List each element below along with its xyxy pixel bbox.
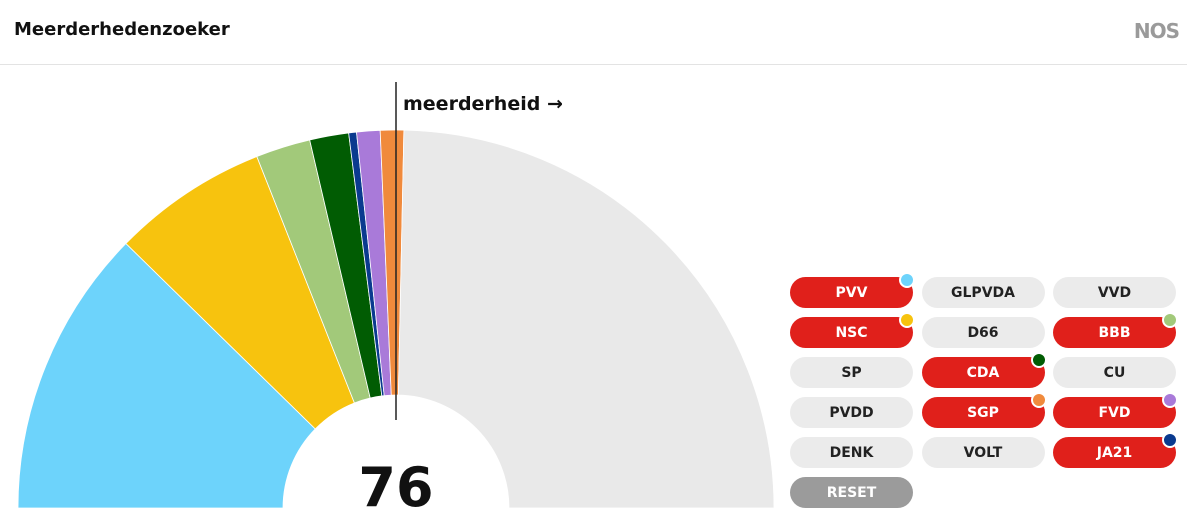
party-button[interactable]: CDA [921,352,1047,388]
party-button[interactable]: DENK [790,437,913,468]
party-button[interactable]: VOLT [921,437,1045,468]
party-button[interactable]: NSC [790,312,915,348]
party-dot [1162,312,1178,328]
majority-label: meerderheid → [403,93,563,115]
party-button[interactable]: BBB [1053,312,1178,348]
party-dot [1162,392,1178,408]
party-dot [899,272,915,288]
party-button[interactable]: SGP [921,392,1047,428]
party-button[interactable]: JA21 [1053,432,1178,468]
party-button[interactable]: CU [1053,357,1176,388]
party-dot [1030,352,1047,368]
party-dot [1030,392,1047,408]
header: Meerderhedenzoeker NOS [0,0,1187,65]
seat-segment [397,129,775,509]
party-button[interactable]: SP [790,357,913,388]
party-button[interactable]: GLPVDA [921,277,1045,308]
party-button[interactable]: VVD [1053,277,1176,308]
party-button[interactable]: D66 [921,317,1045,348]
logo: NOS [1133,19,1180,43]
party-button[interactable]: PVDD [790,397,913,428]
party-button[interactable]: PVV [790,272,915,308]
reset-button[interactable]: RESET [790,477,913,508]
party-dot [899,312,915,328]
total-seats: 76 [358,456,433,519]
title: Meerderhedenzoeker [14,19,230,40]
seat-segment [17,242,316,509]
party-dot [1162,432,1178,448]
party-button[interactable]: FVD [1053,392,1178,428]
